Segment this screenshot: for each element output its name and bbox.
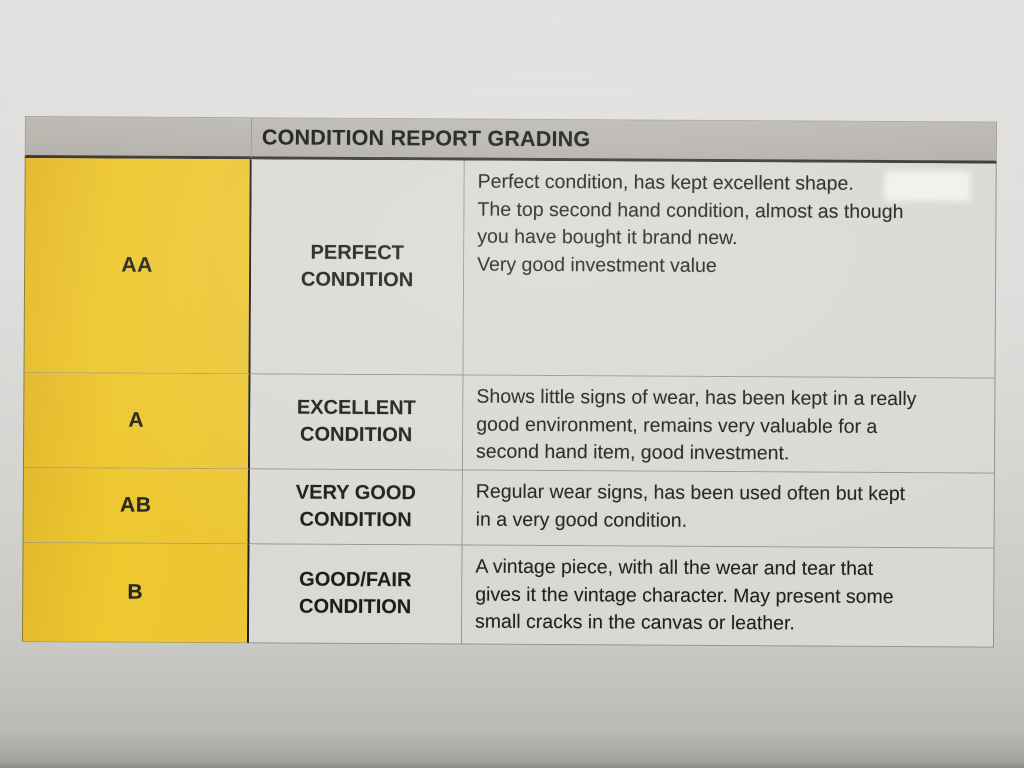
condition-name-cell: VERY GOOD CONDITION [249, 469, 463, 546]
description-paragraph: The top second hand condition, almost as… [477, 196, 981, 254]
condition-name-cell: EXCELLENT CONDITION [249, 374, 464, 471]
grade-cell-aa: AA [23, 157, 252, 375]
description-line: A vintage piece, with all the wear and t… [475, 555, 874, 580]
grade-cell-b: B [21, 542, 250, 644]
description-cell: Perfect condition, has kept excellent sh… [463, 160, 997, 379]
description-cell: A vintage piece, with all the wear and t… [461, 545, 995, 648]
whiteout-patch [884, 170, 971, 202]
header-empty-cell [24, 116, 252, 160]
description-line: you have bought it brand new. [477, 225, 738, 250]
grade-cell-ab: AB [22, 467, 250, 545]
description-line: Regular wear signs, has been used often … [475, 480, 906, 506]
description-line: good environment, remains very valuable … [476, 413, 878, 438]
description-line: small cracks in the canvas or leather. [475, 610, 795, 635]
description-line: in a very good condition. [475, 508, 688, 532]
condition-name-cell: GOOD/FAIR CONDITION [248, 544, 463, 645]
condition-grading-table: CONDITION REPORT GRADING AA PERFECT CONDI… [21, 116, 997, 648]
description-paragraph: Very good investment value [477, 251, 981, 281]
description-line: gives it the vintage character. May pres… [475, 583, 894, 608]
condition-name-cell: PERFECT CONDITION [250, 159, 465, 376]
description-line: Very good investment value [477, 253, 717, 277]
description-cell: Shows little signs of wear, has been kep… [462, 375, 996, 474]
grade-cell-a: A [22, 372, 251, 470]
description-line: Shows little signs of wear, has been kep… [476, 385, 917, 411]
table-title: CONDITION REPORT GRADING [251, 117, 997, 164]
description-cell: Regular wear signs, has been used often … [462, 470, 995, 549]
description-paragraph: Shows little signs of wear, has been kep… [476, 384, 980, 469]
description-paragraph: Regular wear signs, has been used often … [476, 479, 980, 537]
description-paragraph: A vintage piece, with all the wear and t… [475, 554, 979, 639]
description-line: second hand item, good investment. [476, 440, 790, 465]
